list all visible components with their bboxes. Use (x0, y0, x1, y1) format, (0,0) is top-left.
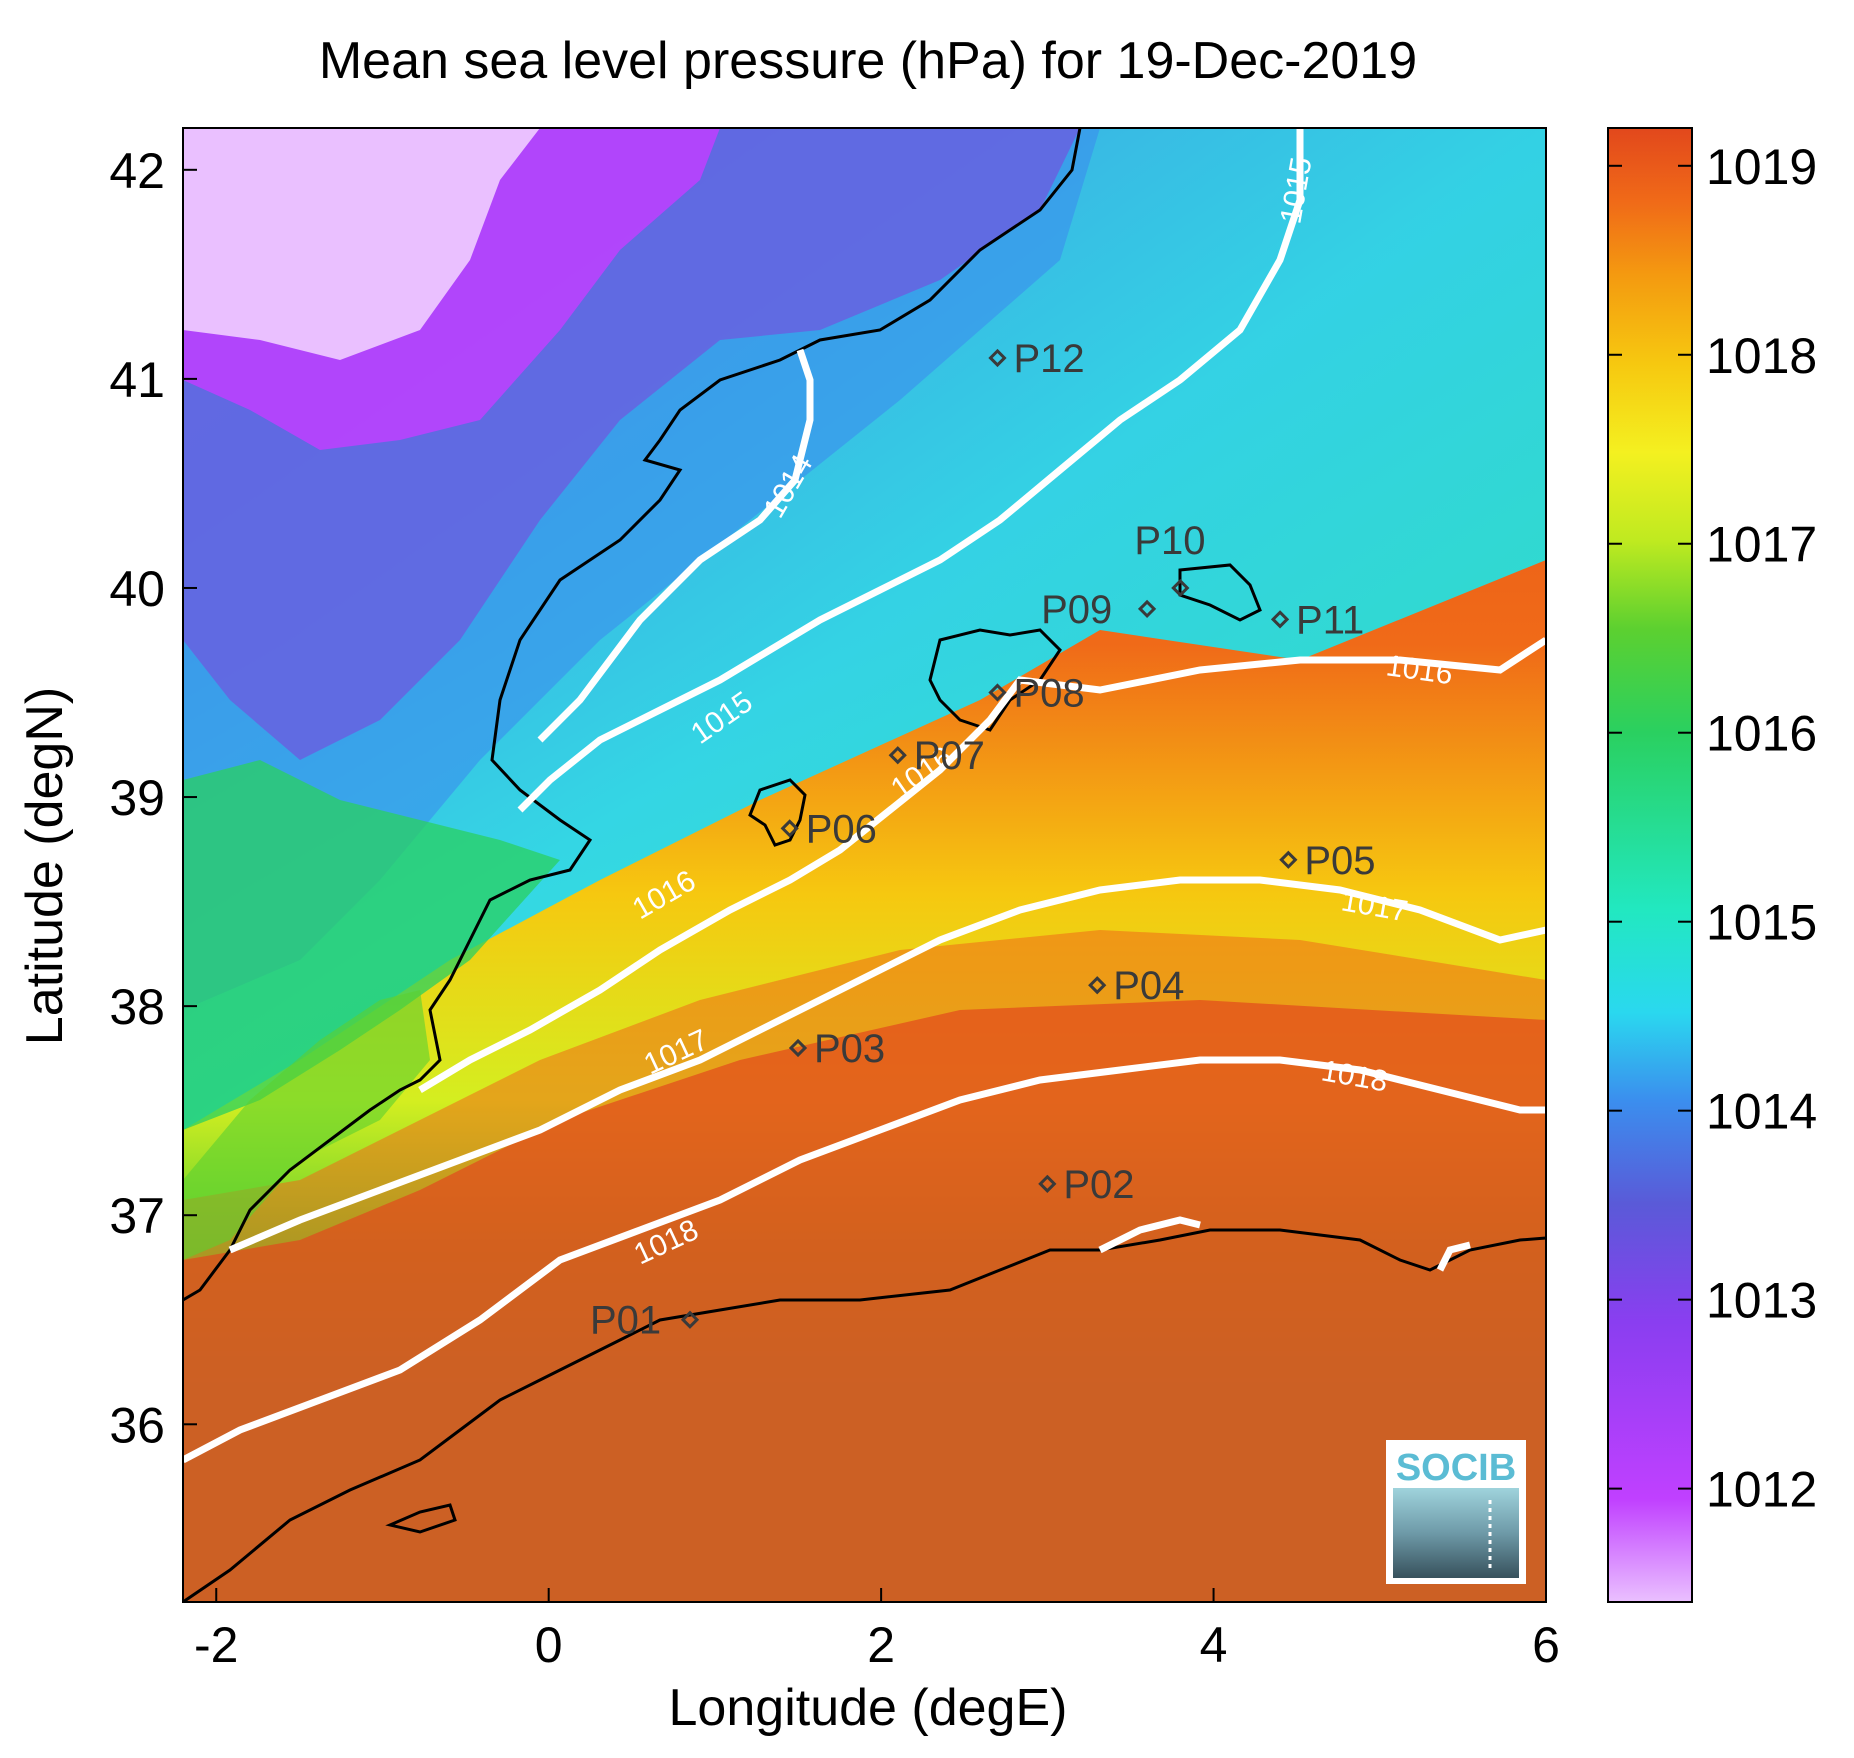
map-title: Mean sea level pressure (hPa) for 19-Dec… (319, 32, 1417, 90)
station-marker (1137, 599, 1157, 619)
colorbar-tick-label: 1017 (1706, 517, 1817, 573)
station-marker (988, 348, 1007, 368)
y-tick-label: 42 (109, 143, 165, 199)
station-marker (1279, 850, 1298, 869)
y-tick-label: 36 (109, 1397, 165, 1453)
station-label: P05 (1304, 839, 1375, 883)
x-axis-label: Longitude (degE) (669, 1679, 1068, 1737)
y-tick-label: 40 (109, 561, 165, 617)
colorbar-tick-label: 1014 (1706, 1084, 1817, 1140)
x-tick-label: 4 (1200, 1617, 1228, 1673)
x-tick-label: -2 (194, 1617, 238, 1673)
station-marker (1270, 610, 1290, 629)
colorbar-tick-label: 1019 (1706, 139, 1817, 195)
stations-layer: P01 P02 P03 P04 P05 P06 P07 P08 P09 P10 P11 P12 (590, 337, 1376, 1343)
station-marker (788, 1038, 808, 1058)
x-tick-label: 0 (535, 1617, 563, 1673)
y-tick-label: 37 (109, 1188, 165, 1244)
y-tick-label: 38 (109, 979, 165, 1035)
y-axis: 42 41 40 39 38 37 36 (109, 143, 197, 1453)
station-marker (988, 683, 1007, 702)
station-label: P12 (1013, 337, 1084, 381)
colorbar-gradient (1607, 127, 1693, 1603)
colorbar-tick-label: 1013 (1706, 1273, 1817, 1329)
station-label: P07 (914, 734, 985, 778)
plot-frame (182, 127, 1547, 1603)
isobars (183, 128, 1546, 1464)
station-label: P04 (1113, 964, 1184, 1008)
logo-text: SOCIB (1396, 1447, 1516, 1489)
station-marker (680, 1310, 700, 1329)
station-marker (780, 819, 799, 838)
colorbar-tick-label: 1016 (1706, 706, 1817, 762)
coastline (183, 128, 1546, 1602)
station-label: P02 (1063, 1163, 1134, 1207)
station-marker (1038, 1174, 1057, 1193)
pressure-field (183, 128, 1546, 1602)
station-marker (1171, 578, 1190, 598)
station-marker (1088, 976, 1107, 995)
station-label: P09 (1041, 588, 1112, 632)
x-axis: -2 0 2 4 6 (194, 1588, 1560, 1673)
colorbar-tick-label: 1015 (1706, 895, 1817, 951)
colorbar: 1019 1018 1017 1016 1015 1014 1013 1012 (1607, 127, 1817, 1603)
y-axis-label: Latitude (degN) (16, 687, 74, 1045)
station-label: P11 (1296, 598, 1364, 642)
station-label: P01 (590, 1299, 661, 1343)
colorbar-tick-label: 1018 (1706, 328, 1817, 384)
socib-logo: SOCIB (1386, 1440, 1526, 1584)
station-label: P06 (806, 807, 877, 851)
x-tick-label: 6 (1532, 1617, 1560, 1673)
station-label: P10 (1134, 519, 1205, 563)
station-marker (888, 746, 907, 765)
y-tick-label: 41 (109, 352, 165, 408)
station-label: P08 (1013, 672, 1084, 716)
x-tick-label: 2 (867, 1617, 895, 1673)
y-tick-label: 39 (109, 770, 165, 826)
station-label: P03 (814, 1027, 885, 1071)
colorbar-ticks: 1019 1018 1017 1016 1015 1014 1013 1012 (1608, 139, 1817, 1518)
colorbar-tick-label: 1012 (1706, 1462, 1817, 1518)
